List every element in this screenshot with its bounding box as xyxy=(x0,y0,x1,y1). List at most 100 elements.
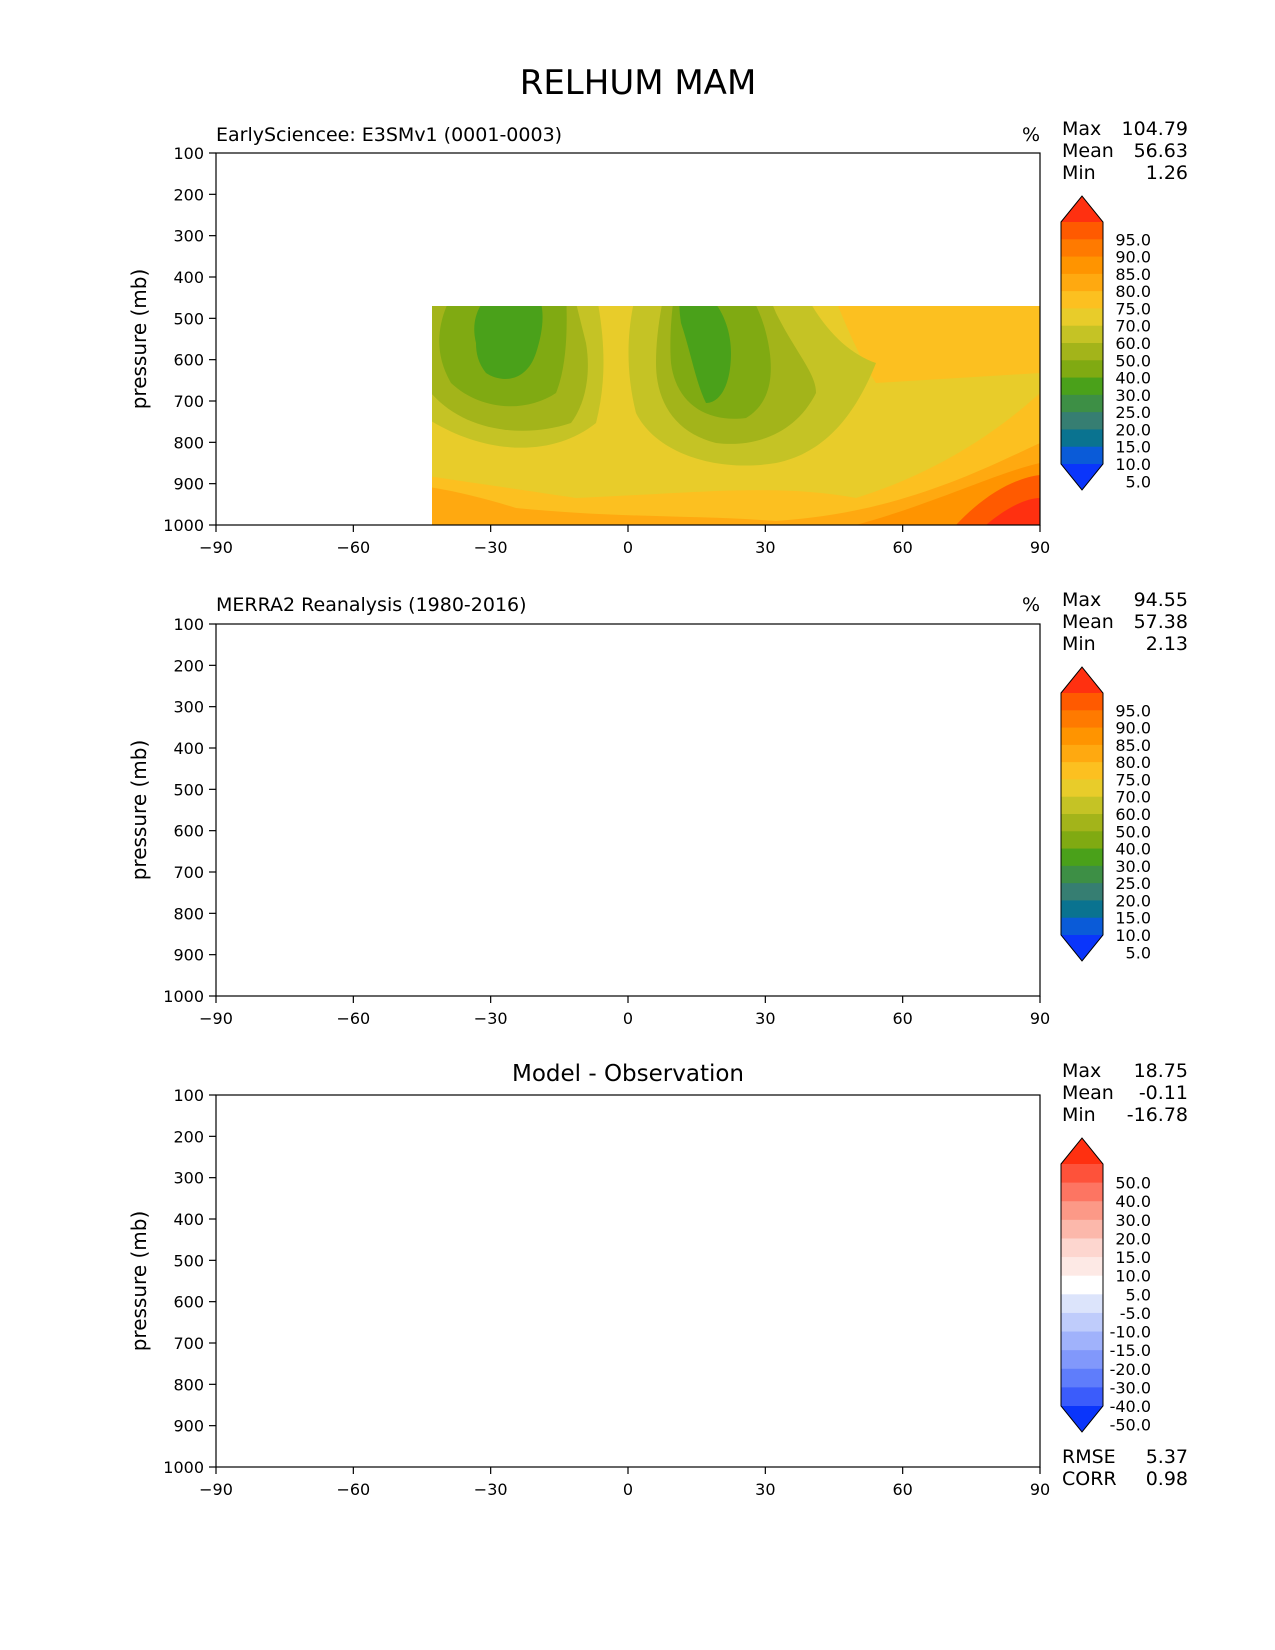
field-band xyxy=(286,153,446,175)
field-band xyxy=(516,927,662,997)
dry-wing-south xyxy=(432,306,604,448)
field-band xyxy=(776,624,1040,651)
colorbar-band xyxy=(1061,1219,1103,1240)
colorbar-extend-bottom xyxy=(1061,1406,1103,1432)
y-tick-label: 300 xyxy=(173,1169,204,1188)
colorbar-label: 5.0 xyxy=(1126,472,1151,491)
colorbar-extend-top xyxy=(1061,667,1103,693)
field-band xyxy=(696,1314,751,1367)
colorbar-band xyxy=(1061,796,1103,815)
x-tick-label: 0 xyxy=(623,538,633,557)
field-band xyxy=(596,624,666,658)
field-band xyxy=(216,218,296,453)
colorbar-band xyxy=(1061,1275,1103,1295)
colorbar-label: -15.0 xyxy=(1110,1341,1151,1360)
colorbar-band xyxy=(1061,429,1103,448)
field-band xyxy=(216,624,1040,996)
panel-model-title: EarlySciencee: E3SMv1 (0001-0003) xyxy=(216,124,562,146)
panel-observation-xaxis: −90 −60 −30 0 30 60 90 xyxy=(199,996,1050,1028)
y-tick-label: 800 xyxy=(173,433,204,452)
field-band xyxy=(496,917,716,997)
y-tick-label: 100 xyxy=(173,615,204,634)
y-tick-label: 1000 xyxy=(163,987,204,1006)
field-band xyxy=(216,343,224,379)
y-tick-label: 300 xyxy=(173,227,204,246)
colorbar-label: 40.0 xyxy=(1115,369,1151,388)
field-band xyxy=(306,624,416,635)
field-band xyxy=(596,1115,645,1365)
colorbar-band xyxy=(1061,900,1103,919)
field-band xyxy=(216,624,516,695)
panel-difference-title: Model - Observation xyxy=(512,1061,744,1087)
x-tick-label: −90 xyxy=(199,1480,233,1499)
field-band xyxy=(656,684,801,891)
y-tick-label: 300 xyxy=(173,698,204,717)
field-band xyxy=(606,1187,634,1260)
panel-observation-title: MERRA2 Reanalysis (1980-2016) xyxy=(216,594,527,616)
panel-difference-colorbar: 50.040.030.020.015.010.05.0-5.0-10.0-15.… xyxy=(1060,1137,1151,1435)
colorbar-label: 15.0 xyxy=(1115,438,1151,457)
x-tick-label: 60 xyxy=(892,1480,912,1499)
x-tick-label: 60 xyxy=(892,538,912,557)
field-band xyxy=(816,1128,936,1157)
y-tick-label: 900 xyxy=(173,1417,204,1436)
colorbar-label: 10.0 xyxy=(1115,455,1151,474)
y-tick-label: 600 xyxy=(173,1293,204,1312)
x-tick-label: 30 xyxy=(755,1009,775,1028)
colorbar-band xyxy=(1061,325,1103,344)
x-tick-label: 90 xyxy=(1030,538,1050,557)
field-band xyxy=(696,153,1040,235)
colorbar-band xyxy=(1061,831,1103,850)
field-band xyxy=(796,153,1040,188)
colorbar-band xyxy=(1061,1331,1103,1351)
x-tick-label: 90 xyxy=(1030,1480,1050,1499)
x-tick-label: 30 xyxy=(755,1480,775,1499)
metric-value: 0.98 xyxy=(1146,1468,1188,1490)
colorbar-band xyxy=(1061,377,1103,396)
field-band xyxy=(776,153,1040,181)
field-band xyxy=(216,153,516,217)
field-band xyxy=(653,1123,706,1152)
panel-difference-ylabel: pressure (mb) xyxy=(127,1211,151,1352)
y-tick-label: 1000 xyxy=(163,1458,204,1477)
y-tick-label: 800 xyxy=(173,1375,204,1394)
colorbar-outline xyxy=(1060,195,1104,491)
field-band xyxy=(216,223,249,463)
y-tick-label: 700 xyxy=(173,392,204,411)
field-band xyxy=(626,632,651,651)
dry-wing-north xyxy=(640,624,868,924)
colorbar-band xyxy=(1061,446,1103,465)
field-band xyxy=(216,153,466,191)
colorbar-band xyxy=(1061,779,1103,798)
colorbar-band xyxy=(1061,239,1103,258)
colorbar-band xyxy=(1061,1294,1103,1314)
colorbar-band xyxy=(1061,1387,1103,1407)
colorbar-band xyxy=(1061,308,1103,327)
field-band xyxy=(670,709,760,864)
y-tick-label: 800 xyxy=(173,904,204,923)
field-band xyxy=(966,1447,1040,1467)
x-tick-label: −90 xyxy=(199,1009,233,1028)
panel-observation-frame xyxy=(215,623,1041,997)
panel-difference-xaxis: −90 −60 −30 0 30 60 90 xyxy=(199,1467,1050,1499)
colorbar-label: 30.0 xyxy=(1115,386,1151,405)
panel-observation-ylabel: pressure (mb) xyxy=(127,740,151,881)
field-band xyxy=(216,1155,249,1415)
colorbar-outline xyxy=(1060,666,1104,962)
stat-value: 94.55 xyxy=(1134,589,1188,611)
stat-value: 104.79 xyxy=(1122,118,1188,140)
y-tick-label: 200 xyxy=(173,185,204,204)
metric-value: 5.37 xyxy=(1146,1446,1188,1468)
colorbar-band xyxy=(1061,1312,1103,1333)
field-band xyxy=(382,677,576,895)
colorbar-label: 75.0 xyxy=(1115,770,1151,789)
colorbar-label: 30.0 xyxy=(1115,1211,1151,1230)
field-band xyxy=(546,1380,576,1404)
field-band xyxy=(276,969,301,996)
dry-wing-north xyxy=(628,306,876,466)
colorbar-label: 25.0 xyxy=(1115,403,1151,422)
y-tick-label: 100 xyxy=(173,1086,204,1105)
colorbar-band xyxy=(1061,814,1103,832)
colorbar-label: 20.0 xyxy=(1115,1229,1151,1248)
